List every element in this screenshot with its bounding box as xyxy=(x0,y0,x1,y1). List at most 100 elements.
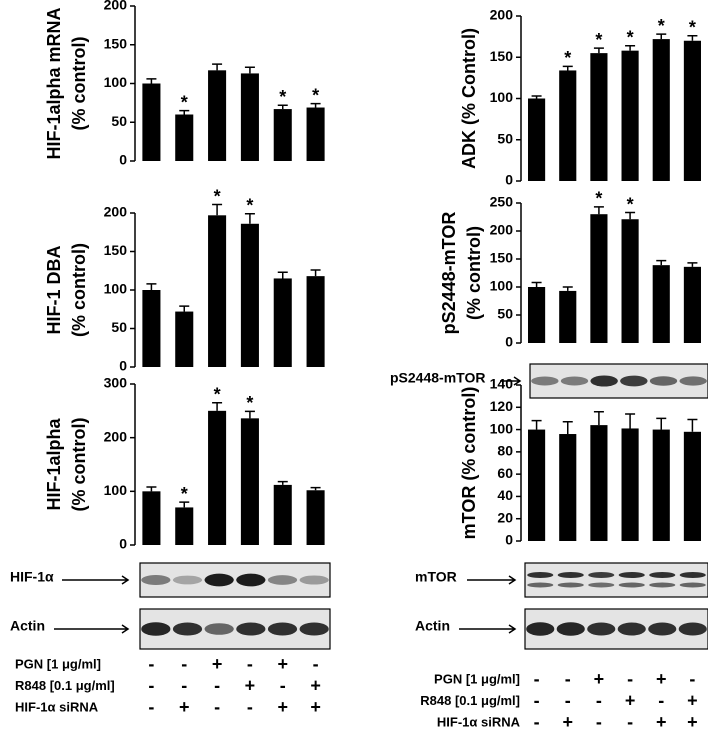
blot-band xyxy=(588,572,615,578)
bar xyxy=(306,490,325,545)
condition-sign: - xyxy=(627,712,633,732)
y-tick-label: 100 xyxy=(490,89,514,105)
y-tick-label: 300 xyxy=(104,375,128,391)
y-tick-label: 50 xyxy=(111,319,127,335)
bar xyxy=(528,98,546,181)
y-tick-label: 100 xyxy=(104,482,128,498)
blot-band xyxy=(557,582,584,588)
condition-label: HIF-1α siRNA xyxy=(437,714,521,729)
bar xyxy=(559,70,577,181)
blot-label: mTOR xyxy=(415,569,457,585)
condition-sign: - xyxy=(280,675,286,695)
condition-sign: - xyxy=(596,712,602,732)
error-bar xyxy=(310,269,321,277)
blot-band xyxy=(620,375,648,387)
blot-arrow xyxy=(500,376,522,386)
error-bar xyxy=(179,109,190,115)
bar xyxy=(683,431,701,541)
blot-image xyxy=(529,363,708,399)
significance-marker: * xyxy=(658,16,665,36)
error-bar xyxy=(277,271,288,279)
bar xyxy=(559,290,577,343)
error-bar xyxy=(244,410,255,419)
y-tick-label: 150 xyxy=(490,48,514,64)
blot-band xyxy=(204,573,234,587)
error-bar xyxy=(146,283,157,290)
blot-band xyxy=(648,622,677,636)
significance-marker: * xyxy=(689,18,696,38)
blot-arrow xyxy=(54,624,130,634)
blot-band xyxy=(590,375,618,387)
error-bar xyxy=(277,104,288,110)
error-bar xyxy=(244,213,255,224)
error-bar xyxy=(593,410,604,426)
bar xyxy=(590,425,608,541)
error-bar xyxy=(562,65,573,71)
y-axis-label: HIF-1alpha mRNA xyxy=(44,7,64,159)
bar xyxy=(208,410,227,545)
blot-band xyxy=(204,623,234,635)
blot-band xyxy=(679,572,706,578)
bar xyxy=(621,50,639,182)
blot-band xyxy=(649,572,676,578)
blot-band xyxy=(526,622,555,636)
condition-sign: + xyxy=(277,697,288,717)
blot-band xyxy=(236,573,266,587)
blot-band xyxy=(678,622,707,636)
blot-band xyxy=(618,582,645,588)
blot-label: pS2448-mTOR xyxy=(390,370,485,386)
error-bar xyxy=(146,486,157,492)
condition-sign: - xyxy=(534,669,540,689)
significance-marker: * xyxy=(312,85,319,105)
error-bar xyxy=(146,78,157,84)
bar xyxy=(652,39,670,181)
y-tick-label: 0 xyxy=(119,358,127,374)
condition-sign: - xyxy=(658,690,664,710)
condition-sign: + xyxy=(277,654,288,674)
significance-marker: * xyxy=(214,385,221,405)
error-bar xyxy=(531,95,542,99)
significance-marker: * xyxy=(214,186,221,206)
y-tick-label: 150 xyxy=(104,242,128,258)
bar xyxy=(683,40,701,181)
condition-sign: - xyxy=(565,669,571,689)
y-tick-label: 200 xyxy=(104,0,128,13)
y-axis-label: pS2448-mTOR xyxy=(439,212,459,335)
error-bar xyxy=(687,418,698,432)
y-axis-label: (% control) xyxy=(69,37,89,131)
condition-sign: - xyxy=(565,690,571,710)
y-tick-label: 200 xyxy=(490,7,514,23)
blot-band xyxy=(588,582,615,588)
blot-band xyxy=(556,622,585,636)
condition-sign: - xyxy=(247,654,253,674)
significance-marker: * xyxy=(627,194,634,214)
significance-marker: * xyxy=(181,92,188,112)
condition-sign: + xyxy=(656,669,667,689)
condition-sign: - xyxy=(596,690,602,710)
y-tick-label: 120 xyxy=(490,398,514,414)
condition-sign: + xyxy=(212,654,223,674)
blot-band xyxy=(649,582,676,588)
bar xyxy=(142,290,161,367)
condition-sign: + xyxy=(310,697,321,717)
error-bar xyxy=(212,402,223,411)
y-axis-label: mTOR (% control) xyxy=(459,387,479,540)
blot-band xyxy=(587,622,616,636)
bar xyxy=(142,83,161,161)
y-tick-label: 250 xyxy=(490,194,514,210)
blot-band xyxy=(679,582,706,588)
y-tick-label: 150 xyxy=(104,35,128,51)
significance-marker: * xyxy=(595,189,602,209)
blot-label: Actin xyxy=(415,618,450,634)
bar xyxy=(175,311,194,367)
y-axis-label: (% control) xyxy=(69,418,89,512)
error-bar xyxy=(531,419,542,430)
condition-sign: + xyxy=(562,712,573,732)
blot-arrow xyxy=(62,575,130,585)
condition-label: R848 [0.1 μg/ml] xyxy=(420,693,520,708)
condition-sign: + xyxy=(687,690,698,710)
bar xyxy=(208,70,227,161)
error-bar xyxy=(562,421,573,435)
bar xyxy=(621,219,639,343)
